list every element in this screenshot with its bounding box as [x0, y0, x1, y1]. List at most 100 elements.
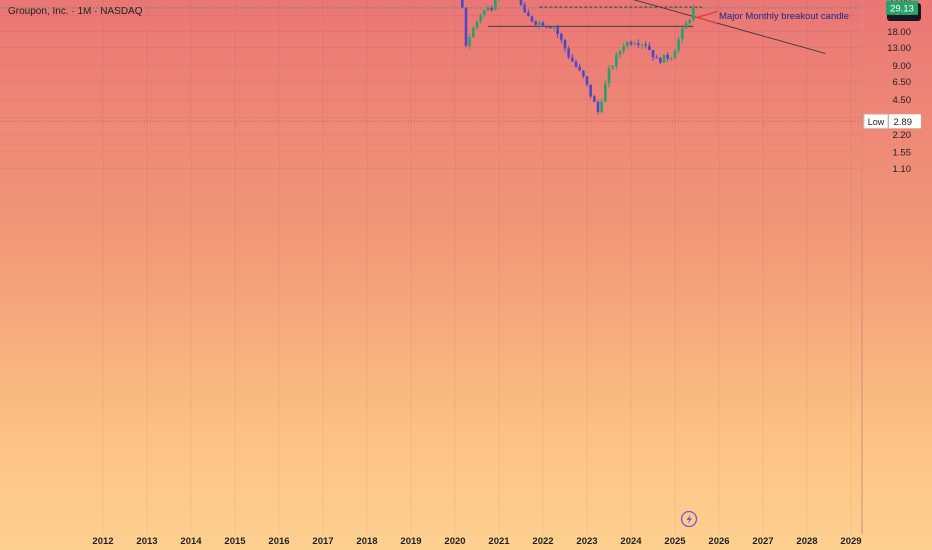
candle-body: [461, 0, 464, 8]
x-tick-label: 2026: [708, 536, 729, 547]
candles: [461, 0, 695, 115]
trendline: [633, 0, 826, 54]
low-value-tag: [889, 114, 921, 129]
chart-title: Groupon, Inc. · 1M · NASDAQ: [8, 6, 143, 17]
breakout-arrow: [695, 10, 718, 24]
candle-body: [556, 26, 559, 34]
candle-body: [490, 7, 493, 10]
candle-body: [666, 54, 669, 59]
candle-body: [589, 84, 592, 97]
candle-body: [615, 54, 618, 67]
candle-body: [545, 26, 548, 28]
x-tick-label: 2029: [840, 536, 861, 547]
candle-body: [578, 66, 581, 71]
candle-body: [684, 23, 688, 29]
candle-body: [659, 57, 662, 63]
y-tick-label: 2.20: [893, 130, 912, 141]
x-tick-label: 2027: [752, 536, 773, 547]
x-tick-label: 2019: [400, 536, 421, 547]
candle-body: [538, 22, 541, 25]
x-tick-label: 2025: [664, 536, 686, 547]
candle-body: [494, 0, 497, 10]
candle-body: [519, 0, 523, 5]
candle-body: [692, 7, 695, 20]
candle-body: [622, 46, 625, 52]
y-tick-label: 18.00: [887, 27, 911, 38]
candle-body: [677, 39, 680, 51]
candle-body: [593, 96, 596, 102]
candle-body: [464, 7, 468, 46]
x-tick-label: 2015: [224, 536, 246, 547]
drawn-lines: [488, 0, 826, 54]
x-tick-label: 2020: [444, 536, 465, 547]
candle-body: [596, 101, 600, 112]
candle-body: [479, 14, 482, 22]
y-tick-label: 9.00: [893, 61, 912, 72]
candle-body: [486, 7, 490, 11]
x-tick-label: 2012: [92, 536, 113, 547]
y-tick-label: 25.00: [887, 11, 911, 22]
candle-body: [534, 21, 537, 25]
x-tick-label: 2021: [488, 536, 510, 547]
candle-body: [655, 57, 658, 59]
candle-body: [475, 21, 479, 28]
candle-body: [633, 43, 636, 45]
annotations: Major Monthly breakout candle: [695, 10, 849, 24]
candle-body: [582, 70, 585, 77]
candle-body: [541, 22, 545, 27]
y-tick-label: 13.00: [887, 43, 911, 54]
x-tick-label: 2014: [180, 536, 202, 547]
x-tick-label: 2028: [796, 536, 817, 547]
y-tick-label: 6.50: [893, 77, 912, 88]
candle-body: [626, 42, 629, 47]
candle-body: [651, 50, 655, 58]
low-value: 2.89: [894, 117, 913, 128]
candle-body: [604, 83, 607, 102]
last-price-value: 29.13: [890, 3, 914, 14]
x-tick-label: 2016: [268, 536, 289, 547]
candle-body: [571, 57, 574, 62]
candle-body: [552, 26, 556, 29]
candle-body: [640, 44, 644, 46]
time-axis[interactable]: 2012 2013 2014 2015 2016 2017 2018 2019 2020 2021…: [92, 536, 861, 547]
last-price-tag: [886, 0, 918, 15]
price-axis[interactable]: 1,800.001,300.00900.00620.00420.00300.00…: [863, 0, 921, 175]
y-tick-label: 1.10: [893, 164, 912, 175]
x-tick-label: 2018: [356, 536, 377, 547]
candle-body: [648, 45, 651, 51]
candle-body: [563, 39, 567, 49]
candle-body: [611, 66, 614, 69]
candle-body: [567, 48, 570, 58]
candle-body: [560, 33, 563, 40]
x-tick-label: 2024: [620, 536, 642, 547]
candle-body: [527, 12, 530, 17]
candle-body: [681, 28, 684, 40]
candle-body: [549, 26, 552, 29]
x-tick-label: 2013: [136, 536, 157, 547]
low-tag: [863, 113, 889, 129]
candle-body: [472, 27, 475, 38]
lightning-icon[interactable]: [680, 510, 698, 528]
candle-body: [644, 44, 647, 46]
candle-body: [618, 51, 622, 55]
candle-body: [607, 68, 611, 84]
candle-body: [688, 19, 691, 24]
y-tick-label: 1.55: [893, 147, 912, 158]
candle-body: [585, 76, 589, 85]
x-tick-label: 2017: [312, 536, 333, 547]
candle-body: [673, 50, 677, 59]
candle-body: [523, 4, 526, 13]
candle-body: [629, 42, 633, 45]
grid-lines: [0, 0, 862, 534]
breakout-label: Major Monthly breakout candle: [719, 11, 849, 22]
candle-body: [670, 58, 673, 60]
candle-body: [600, 101, 603, 112]
candle-body: [468, 37, 471, 46]
candle-body: [637, 43, 640, 46]
x-tick-label: 2023: [576, 536, 597, 547]
candle-body: [530, 16, 534, 22]
x-tick-label: 2022: [532, 536, 553, 547]
candle-body: [574, 61, 578, 67]
